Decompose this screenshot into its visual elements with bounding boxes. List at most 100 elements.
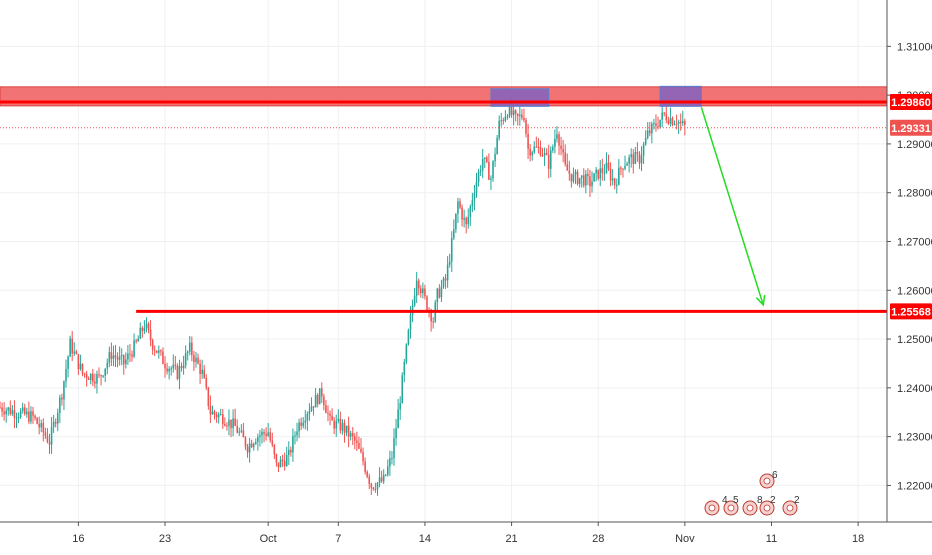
candle <box>178 359 181 390</box>
candle <box>413 287 416 308</box>
candle <box>203 365 206 379</box>
candle <box>168 366 170 380</box>
candle <box>397 398 399 429</box>
candle <box>424 284 426 300</box>
candle <box>281 454 284 467</box>
candle <box>46 428 49 444</box>
candle <box>669 107 672 127</box>
event-marker[interactable]: 8 <box>742 495 763 516</box>
candle <box>180 362 183 372</box>
event-count: 5 <box>733 495 739 506</box>
candle <box>102 374 104 378</box>
candle <box>312 406 315 416</box>
candle <box>75 349 78 355</box>
candle <box>492 160 494 182</box>
candle <box>568 160 571 181</box>
candle <box>457 197 459 223</box>
candle <box>486 155 488 164</box>
candle <box>26 407 28 418</box>
candle <box>71 330 73 362</box>
candle <box>116 352 119 368</box>
candle <box>110 342 113 366</box>
price-tag-label: 1.29860 <box>891 97 931 109</box>
candle <box>366 470 368 479</box>
event-marker[interactable]: 4 <box>704 495 728 516</box>
candle <box>195 352 197 368</box>
candle <box>54 418 57 428</box>
candle <box>558 131 560 155</box>
candle <box>566 153 569 171</box>
candle <box>374 482 377 493</box>
candle <box>463 209 465 228</box>
candle <box>236 419 239 434</box>
x-tick-label: 23 <box>159 533 171 545</box>
candle <box>494 147 496 167</box>
candle <box>323 393 325 411</box>
candle <box>401 372 404 404</box>
candle <box>450 231 453 272</box>
candle <box>184 345 187 369</box>
candle <box>85 370 88 387</box>
event-marker[interactable]: 6 <box>759 470 778 489</box>
candle <box>219 408 222 416</box>
forecast-arrow-head <box>755 294 766 307</box>
candle <box>248 437 251 463</box>
candle <box>556 126 558 143</box>
candle <box>582 168 585 188</box>
candle <box>626 161 628 166</box>
candle <box>283 452 286 471</box>
y-tick-label: 1.22000 <box>897 480 932 492</box>
candle <box>11 404 14 416</box>
candle <box>273 443 276 460</box>
candle <box>65 359 67 388</box>
candle <box>496 134 498 155</box>
candle <box>287 441 290 466</box>
candle <box>63 380 65 411</box>
candle <box>259 430 261 447</box>
candle <box>325 399 327 414</box>
candle <box>261 428 263 444</box>
candle <box>232 409 234 437</box>
candle <box>17 412 20 424</box>
candle <box>387 459 389 477</box>
candle <box>465 216 467 234</box>
candle <box>426 295 428 312</box>
event-markers[interactable]: 4 5 8 2 6 <box>704 470 800 516</box>
candle <box>215 411 218 423</box>
candle <box>226 422 228 431</box>
candle <box>655 114 657 132</box>
candle <box>539 140 542 157</box>
candle <box>407 328 410 346</box>
candle <box>591 171 593 193</box>
event-marker[interactable]: 2 <box>759 495 776 516</box>
candle <box>516 113 519 126</box>
price-tag-support: 1.25568 <box>890 303 932 320</box>
candle <box>333 417 335 435</box>
forecast-arrow[interactable] <box>700 107 764 306</box>
candle <box>176 363 179 381</box>
candle <box>38 416 40 435</box>
candle <box>648 121 651 137</box>
event-marker[interactable]: 5 <box>723 495 739 516</box>
candle <box>389 450 391 476</box>
candle <box>240 424 243 434</box>
candle <box>646 122 649 140</box>
candle <box>422 282 424 299</box>
candle <box>145 317 148 333</box>
y-tick-label: 1.26000 <box>897 285 932 297</box>
candle <box>595 167 597 182</box>
candle <box>578 177 581 188</box>
candle <box>207 386 210 410</box>
candle <box>436 287 439 312</box>
candle <box>488 153 490 181</box>
candle <box>442 276 445 289</box>
candle <box>1 402 3 417</box>
highlight-box-first-test[interactable] <box>490 88 550 107</box>
y-tick-label: 1.31000 <box>897 41 932 53</box>
candle <box>364 457 366 475</box>
candle <box>589 169 591 197</box>
event-marker[interactable]: 2 <box>782 495 800 516</box>
candle <box>32 406 34 424</box>
candle <box>108 346 111 368</box>
